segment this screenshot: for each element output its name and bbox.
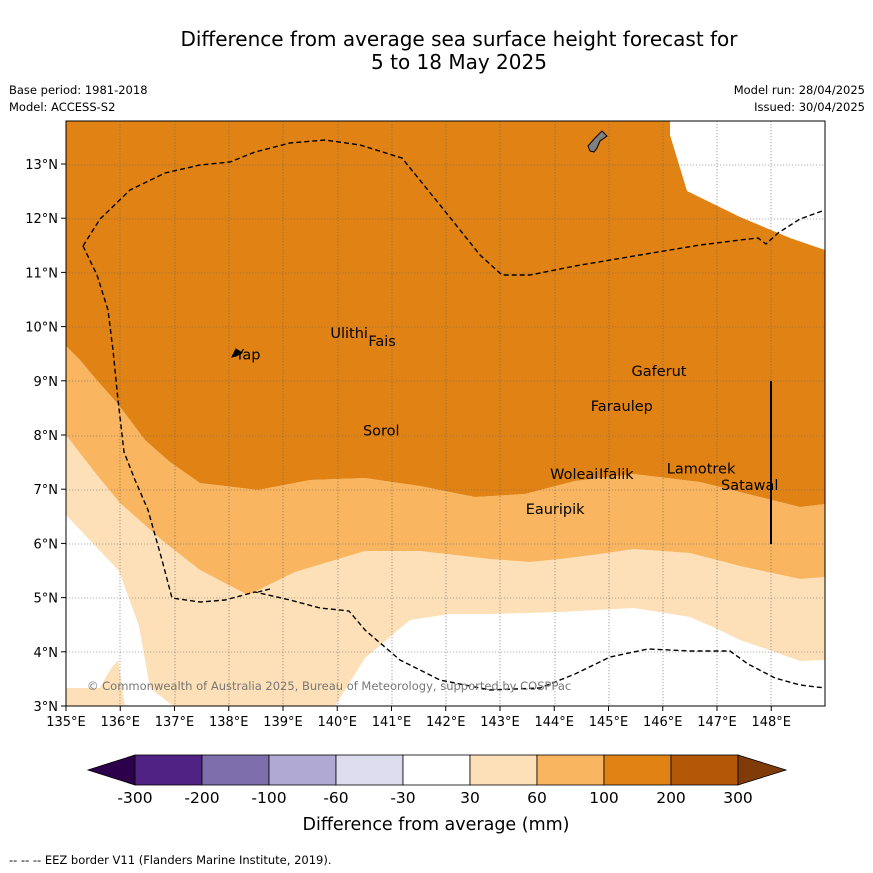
y-tick-label: 6°N bbox=[34, 537, 59, 552]
gridlines bbox=[66, 121, 825, 706]
guam-island bbox=[587, 130, 608, 153]
y-tick-label: 8°N bbox=[34, 429, 59, 444]
x-tick-label: 135°E bbox=[46, 715, 86, 730]
colorbar: -300 -200 -100 -60 -30 30 60 100 200 300 bbox=[86, 754, 788, 807]
colorbar-title: Difference from average (mm) bbox=[302, 815, 569, 835]
place-label: Ulithi bbox=[330, 326, 368, 342]
y-tick-label: 12°N bbox=[25, 212, 58, 227]
x-tick-label: 148°E bbox=[751, 715, 791, 730]
y-tick-label: 10°N bbox=[25, 321, 58, 336]
band-30-60 bbox=[66, 435, 825, 706]
title-line-2: 5 to 18 May 2025 bbox=[371, 50, 547, 74]
colorbar-segment bbox=[670, 754, 739, 786]
meta-right: Model run: 28/04/2025 Issued: 30/04/2025 bbox=[734, 82, 865, 116]
y-tick-label: 4°N bbox=[34, 646, 59, 661]
colorbar-segment bbox=[469, 754, 538, 786]
colorbar-level-label: 30 bbox=[460, 789, 480, 807]
place-label: Woleai bbox=[550, 467, 598, 483]
title-line-1: Difference from average sea surface heig… bbox=[180, 27, 738, 51]
colorbar-level-label: 200 bbox=[656, 789, 686, 807]
y-tick-label: 11°N bbox=[25, 266, 58, 281]
place-label: Sorol bbox=[363, 424, 400, 440]
colorbar-segment bbox=[536, 754, 605, 786]
x-tick-label: 146°E bbox=[643, 715, 683, 730]
colorbar-level-label: 300 bbox=[723, 789, 753, 807]
colorbar-extend-low bbox=[86, 754, 136, 786]
colorbar-level-label: -60 bbox=[323, 789, 348, 807]
x-tick-label: 143°E bbox=[480, 715, 520, 730]
eez-border bbox=[82, 139, 825, 691]
x-tick-label: 136°E bbox=[100, 715, 140, 730]
y-tick-label: 3°N bbox=[34, 700, 59, 715]
base-period: Base period: 1981-2018 bbox=[9, 83, 148, 97]
colorbar-level-label: 100 bbox=[589, 789, 619, 807]
x-tick-label: 144°E bbox=[534, 715, 574, 730]
model-run: Model run: 28/04/2025 bbox=[733, 83, 865, 97]
colorbar-level-label: 60 bbox=[527, 789, 547, 807]
colorbar-segment bbox=[134, 754, 203, 786]
x-tick-label: 141°E bbox=[372, 715, 412, 730]
colorbar-segment bbox=[402, 754, 471, 786]
y-tick-label: 7°N bbox=[34, 483, 59, 498]
colorbar-segment bbox=[201, 754, 270, 786]
place-label: Fais bbox=[368, 334, 395, 350]
x-tick-label: 140°E bbox=[317, 715, 357, 730]
place-label: Faraulep bbox=[591, 399, 653, 415]
place-label: Gaferut bbox=[631, 364, 686, 380]
band-100-200 bbox=[66, 121, 825, 507]
place-label: Yap bbox=[234, 348, 260, 364]
chart-title: Difference from average sea surface heig… bbox=[0, 28, 873, 74]
band-60-100 bbox=[66, 346, 825, 595]
y-tick-label: 5°N bbox=[34, 592, 59, 607]
model-name: Model: ACCESS-S2 bbox=[9, 100, 116, 114]
colorbar-level-label: -30 bbox=[390, 789, 415, 807]
x-tick-label: 139°E bbox=[263, 715, 303, 730]
x-axis-ticks: 135°E 136°E 137°E 138°E 139°E 140°E 141°E 142°E… bbox=[46, 706, 791, 730]
map-area: © Commonwealth of Australia 2025, Bureau… bbox=[66, 121, 825, 706]
colorbar-segment bbox=[335, 754, 404, 786]
place-label: Eauripik bbox=[526, 502, 585, 518]
y-axis-ticks: 3°N 4°N 5°N 6°N 7°N 8°N 9°N 10°N 11°N 12°N 13°N bbox=[25, 158, 66, 715]
colorbar-extend-high bbox=[737, 754, 788, 786]
place-label: Satawal bbox=[721, 478, 778, 494]
eez-footnote: -- -- -- EEZ border V11 (Flanders Marine… bbox=[9, 853, 332, 867]
issued-date: Issued: 30/04/2025 bbox=[754, 100, 865, 114]
colorbar-segment bbox=[268, 754, 337, 786]
colorbar-segment bbox=[603, 754, 672, 786]
copyright-text: © Commonwealth of Australia 2025, Bureau… bbox=[87, 679, 571, 693]
meta-left: Base period: 1981-2018 Model: ACCESS-S2 bbox=[9, 82, 148, 116]
y-tick-label: 13°N bbox=[25, 158, 58, 173]
x-tick-label: 137°E bbox=[155, 715, 195, 730]
band-30-60-left bbox=[66, 660, 125, 706]
x-tick-label: 145°E bbox=[589, 715, 629, 730]
colorbar-level-label: -300 bbox=[117, 789, 152, 807]
colorbar-level-label: -100 bbox=[251, 789, 286, 807]
place-label: Lamotrek bbox=[667, 462, 736, 478]
y-tick-label: 9°N bbox=[34, 375, 59, 390]
place-label: Ifalik bbox=[599, 467, 634, 483]
colorbar-level-label: -200 bbox=[184, 789, 219, 807]
yap-island bbox=[231, 348, 243, 358]
x-tick-label: 147°E bbox=[697, 715, 737, 730]
x-tick-label: 142°E bbox=[426, 715, 466, 730]
x-tick-label: 138°E bbox=[209, 715, 249, 730]
